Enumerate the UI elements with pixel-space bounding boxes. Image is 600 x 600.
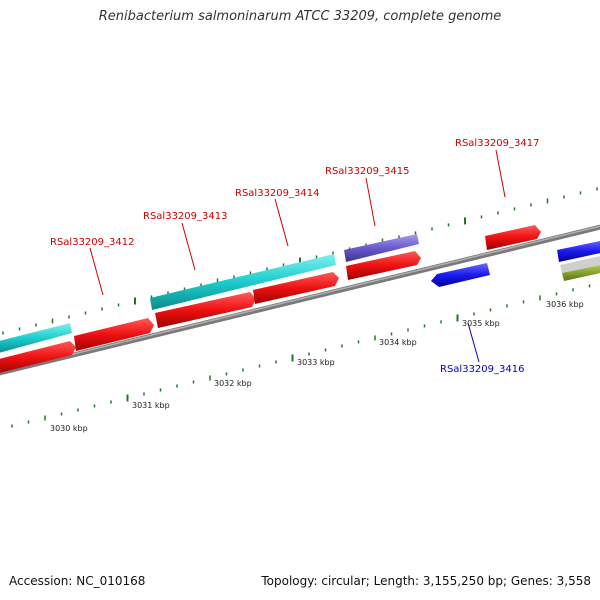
gene-olive-block[interactable] <box>562 264 600 281</box>
outer-tick-ring <box>2 187 598 335</box>
kbp-label: 3036 kbp <box>546 300 584 309</box>
leader-3414 <box>274 198 289 247</box>
kbp-tick-labels: 3030 kbp 3031 kbp 3032 kbp 3033 kbp 3034… <box>50 300 584 433</box>
kbp-label: 3031 kbp <box>132 401 170 410</box>
gene-label[interactable]: RSal33209_3413 <box>143 211 227 222</box>
accession-text: Accession: NC_010168 <box>9 574 146 588</box>
gene-rsal33209-3413-block[interactable] <box>150 254 336 310</box>
gene-label[interactable]: RSal33209_3417 <box>455 138 539 149</box>
gene-label[interactable]: RSal33209_3414 <box>235 188 319 199</box>
gene-grey-block[interactable] <box>560 255 600 273</box>
leader-3412 <box>89 247 104 296</box>
genome-summary-text: Topology: circular; Length: 3,155,250 bp… <box>261 574 591 588</box>
kbp-label: 3030 kbp <box>50 424 88 433</box>
genome-backbone-highlight <box>0 225 600 373</box>
kbp-label: 3033 kbp <box>297 358 335 367</box>
leader-3415 <box>365 177 376 227</box>
cds-rsal33209-3415-arrow[interactable] <box>346 251 421 280</box>
leader-3417 <box>495 149 506 198</box>
label-leaders <box>89 149 506 363</box>
cds-rsal33209-3417-arrow[interactable] <box>485 225 541 250</box>
gene-label[interactable]: RSal33209_3415 <box>325 166 409 177</box>
gene-next-block[interactable] <box>557 240 600 262</box>
forward-features <box>0 225 600 374</box>
gene-label[interactable]: RSal33209_3412 <box>50 237 134 248</box>
cds-rsal33209-3414-arrow[interactable] <box>253 272 339 304</box>
kbp-label: 3032 kbp <box>214 379 252 388</box>
gene-rsal33209-3415-block[interactable] <box>344 234 419 262</box>
cds-rsal33209-3412-arrow[interactable] <box>74 318 154 351</box>
map-title: Renibacterium salmoninarum ATCC 33209, c… <box>98 9 502 24</box>
inner-tick-ring <box>11 284 591 428</box>
reverse-features <box>431 255 600 287</box>
gene-labels: RSal33209_3412 RSal33209_3413 RSal33209_… <box>50 138 539 375</box>
cds-rsal33209-3411-arrow[interactable] <box>0 341 76 374</box>
gene-label[interactable]: RSal33209_3416 <box>440 364 524 375</box>
genome-backbone <box>0 224 600 376</box>
cds-rsal33209-3416-arrow[interactable] <box>431 263 490 287</box>
gene-rsal33209-3411-block[interactable] <box>0 323 72 354</box>
cds-rsal33209-3413-arrow[interactable] <box>155 292 256 328</box>
kbp-label: 3034 kbp <box>379 338 417 347</box>
kbp-label: 3035 kbp <box>462 319 500 328</box>
leader-3413 <box>181 222 196 271</box>
leader-3416 <box>467 322 480 363</box>
